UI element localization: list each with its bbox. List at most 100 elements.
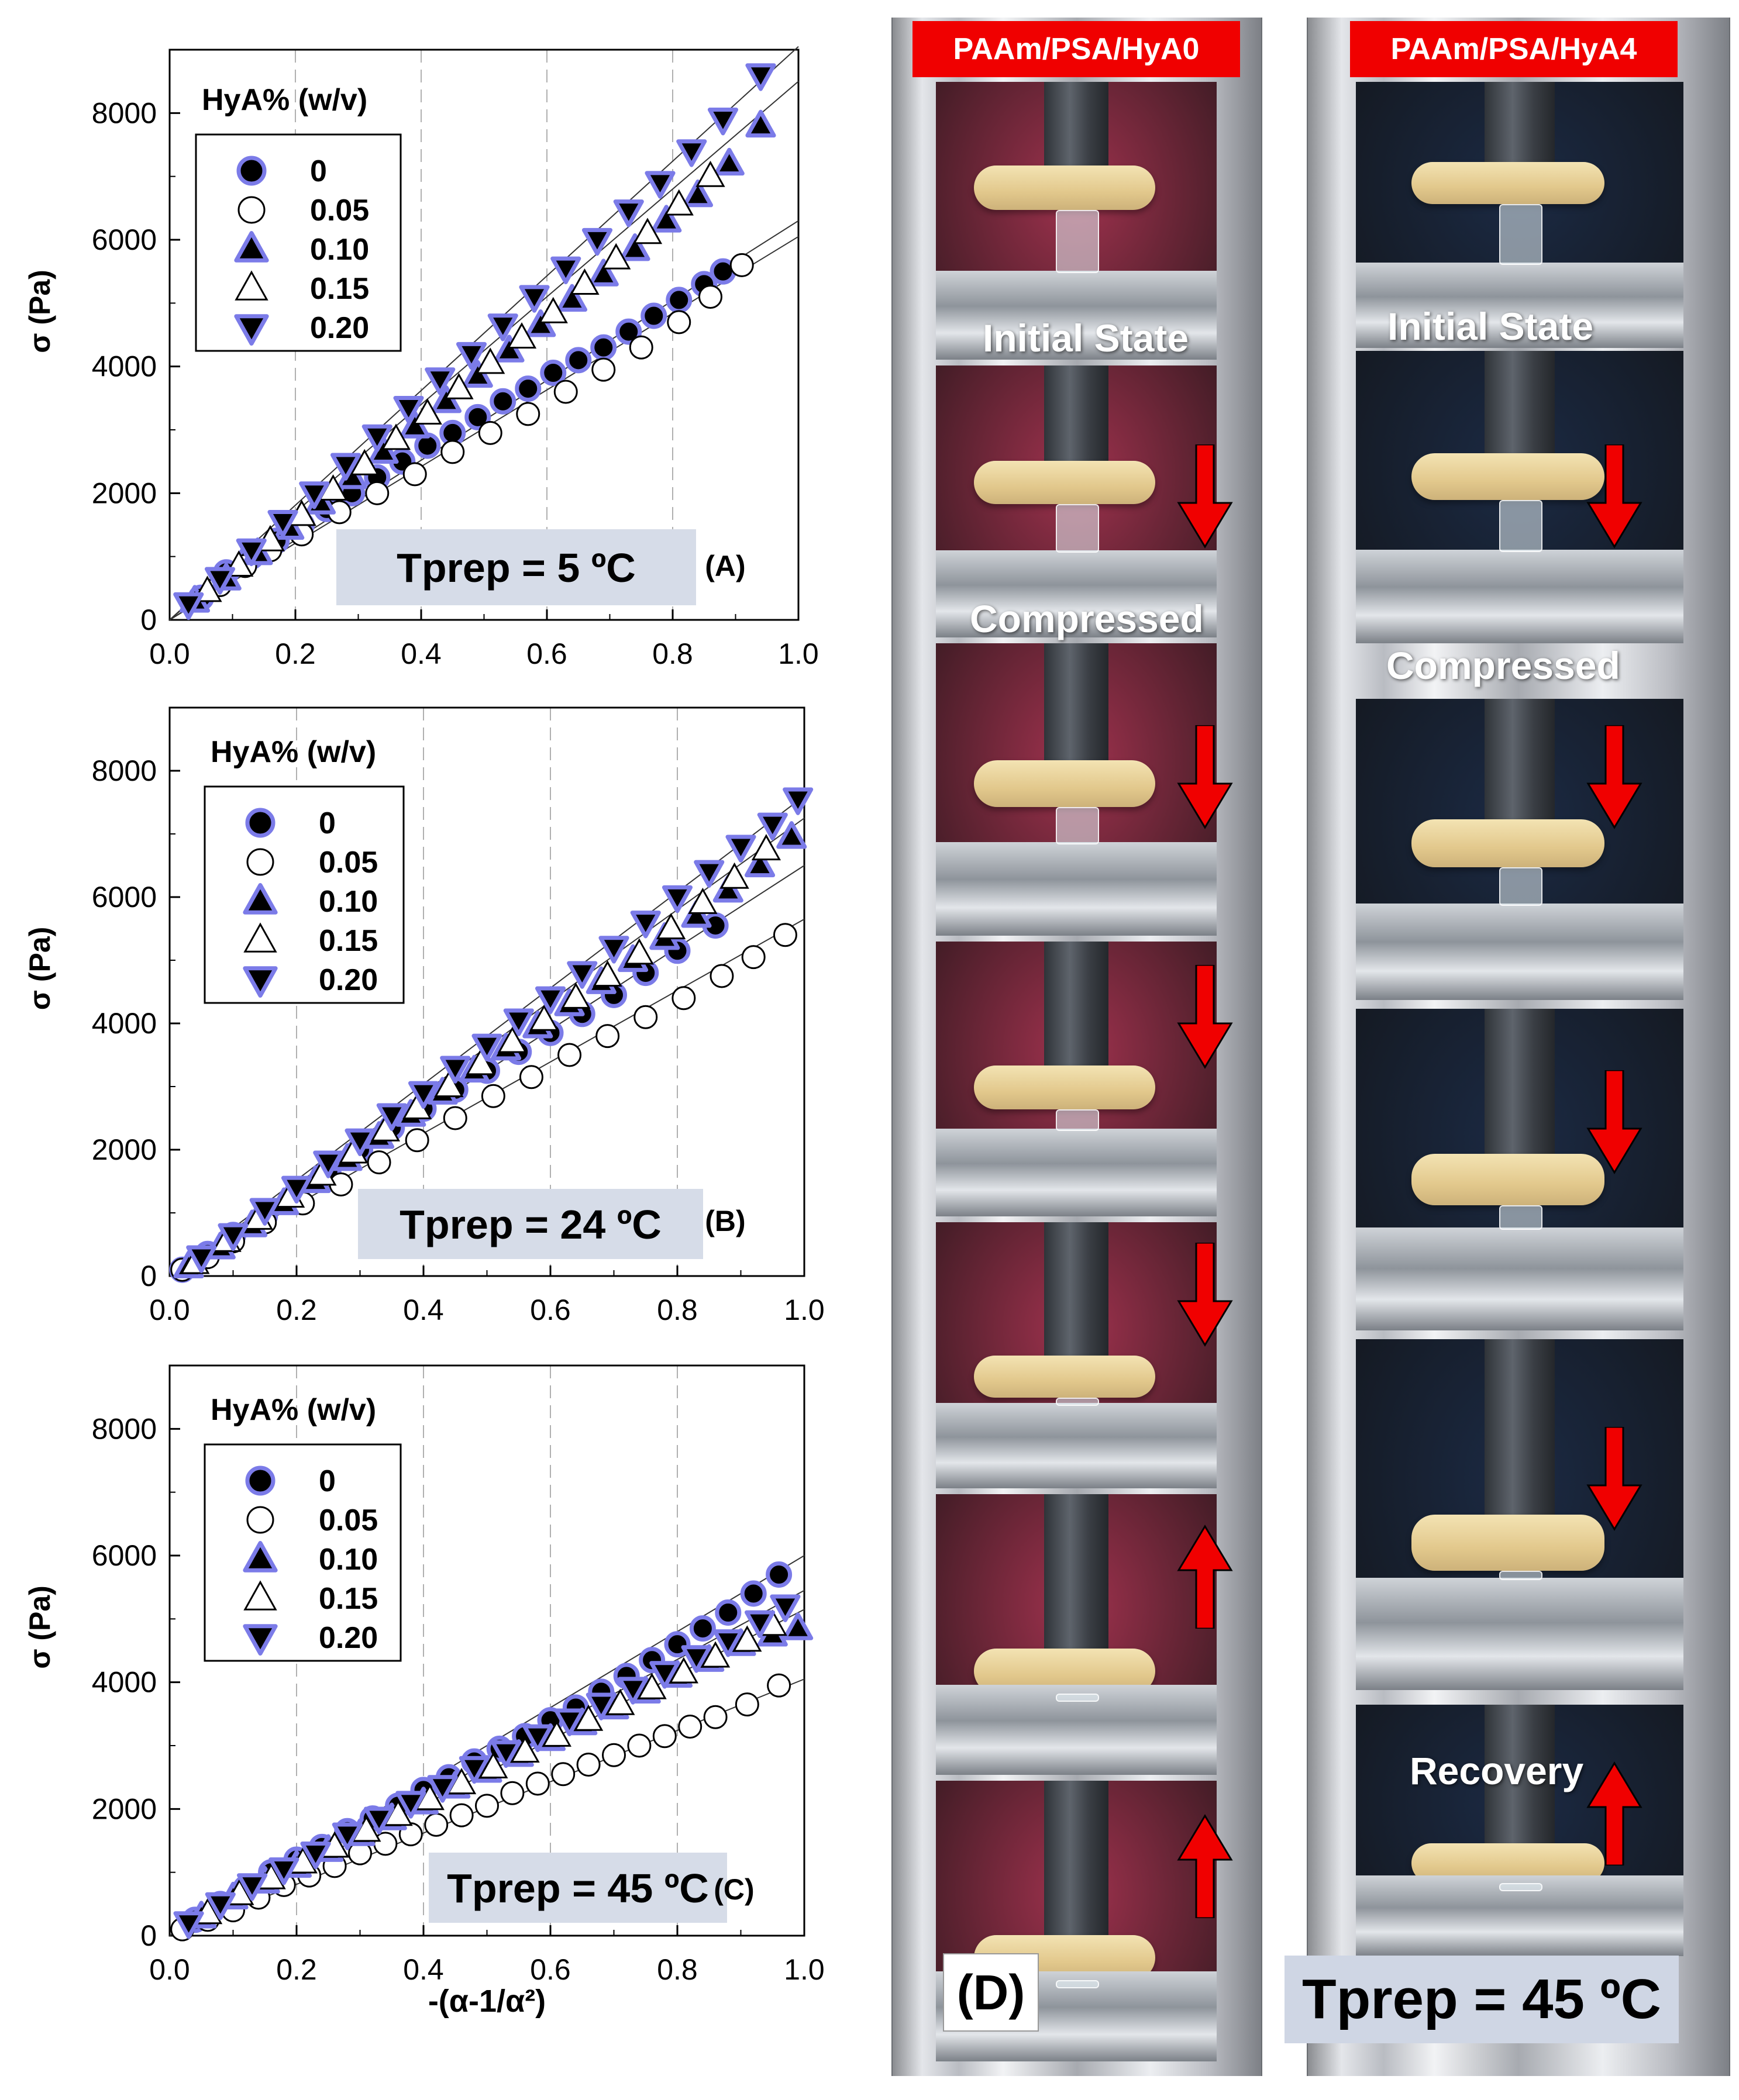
data-point [710,964,734,988]
data-point [645,171,676,199]
legend-label: 0 [319,1464,336,1498]
rheometer-disc [974,165,1155,210]
data-point [640,302,667,329]
data-point [576,1753,601,1777]
x-tick-label: 0.2 [276,1294,317,1326]
tprep-annotation: Tprep = 45 ºC [447,1865,709,1911]
arrow-shape [1177,1814,1233,1918]
data-point [630,911,661,939]
data-point [476,347,505,374]
data-point [757,812,788,841]
x-axis-label: -(α-1/α²) [428,1984,546,2019]
data-point [267,509,298,538]
legend-marker [243,883,278,915]
legend-label: 0.10 [319,885,378,919]
series-0.20 [173,1594,801,1939]
hya0-caption-compressed: Compressed [970,597,1204,640]
hya4-frame-6 [1356,1705,1683,1956]
arrow-shape [1177,965,1233,1069]
y-tick-label: 6000 [92,881,157,913]
data-point [345,1128,376,1157]
data-point [682,179,714,208]
data-point [459,1756,490,1784]
data-point [173,592,204,620]
chart-panel-1: 0.0 0.2 0.4 0.6 0.8 1.0 0 2000 4000 6000 8000 σ (Pa… [23,46,819,670]
y-tick-label: 8000 [92,754,157,787]
rheometer-shaft [1485,351,1555,453]
data-point [561,982,591,1009]
data-point [714,147,745,176]
data-point [515,375,542,402]
data-point [652,1724,677,1749]
legend-marker [243,1580,277,1611]
y-tick-label: 4000 [92,1007,157,1040]
hya4-caption-compressed: Compressed [1386,644,1620,687]
tprep-annotation: Tprep = 24 ºC [400,1202,662,1247]
rheometer-shaft [1044,643,1108,760]
legend-marker [243,966,278,998]
data-point [516,402,540,426]
data-point [602,1743,626,1767]
arrow-shape [1177,444,1233,549]
data-point [615,318,642,345]
chart-panel-2: 0.0 0.2 0.4 0.6 0.8 1.0 0 2000 4000 6000 8000 σ (Pa… [23,706,825,1326]
hya0-down-arrow [1177,444,1233,549]
data-point [440,440,465,464]
legend-marker [246,848,274,876]
hya0-caption-initial: Initial State [983,316,1189,360]
rheometer-shaft [1044,82,1108,165]
legend-label: 0.20 [319,1621,378,1655]
hya4-title: PAAm/PSA/HyA4 [1350,21,1678,77]
base-plate [936,1403,1217,1488]
y-tick-label: 8000 [92,1412,157,1445]
tprep-annotation-box [358,1189,703,1259]
data-point [664,189,694,216]
legend-box [204,785,405,1004]
base-plate [936,550,1217,637]
data-point [672,986,696,1011]
data-point [300,1842,331,1870]
arrow-shape [1586,1761,1642,1865]
data-point [475,1794,499,1818]
x-tick-label: 0.0 [149,1953,190,1986]
data-point [676,139,707,167]
y-axis-label: σ (Pa) [23,270,56,353]
data-point [776,821,807,849]
y-tick-label: 0 [140,604,157,636]
x-tick-label: 0.4 [403,1953,444,1986]
rheometer-shaft [1044,1222,1108,1356]
legend-marker [234,314,269,346]
hya0-up-arrow [1177,1814,1233,1918]
hya4-frame-5 [1356,1339,1683,1690]
data-point [551,1762,576,1787]
data-point [715,1599,742,1626]
data-point [629,335,653,360]
data-point [744,849,776,878]
data-point [424,1812,449,1837]
tprep-annotation-box [429,1853,727,1923]
rheometer-shaft [1485,82,1555,162]
data-point [535,986,566,1015]
y-tick-label: 6000 [92,223,157,256]
legend-label: 0.10 [319,1543,378,1577]
legend-title: HyA% (w/v) [211,1393,376,1427]
rheometer-shaft [1044,1781,1108,1935]
y-tick-label: 4000 [92,350,157,383]
x-tick-label: 0.0 [149,1294,190,1326]
hydrogel-sample [1056,807,1099,844]
hya4-down-arrow [1586,1070,1642,1174]
data-point [363,1806,395,1835]
x-tick-label: 1.0 [784,1953,825,1986]
data-point [556,284,588,312]
base-plate [1356,1227,1683,1330]
arrow-shape [1586,725,1642,829]
data-point [427,1775,458,1803]
rheometer-disc [974,460,1155,505]
data-point [525,1771,550,1796]
legend-marker [237,196,266,224]
data-point [186,1245,217,1273]
base-plate [936,1128,1217,1216]
hya0-frame-5 [936,1222,1217,1488]
data-point [490,388,516,415]
photo-tprep-label: Tprep = 45 ºC [1285,1956,1679,2043]
